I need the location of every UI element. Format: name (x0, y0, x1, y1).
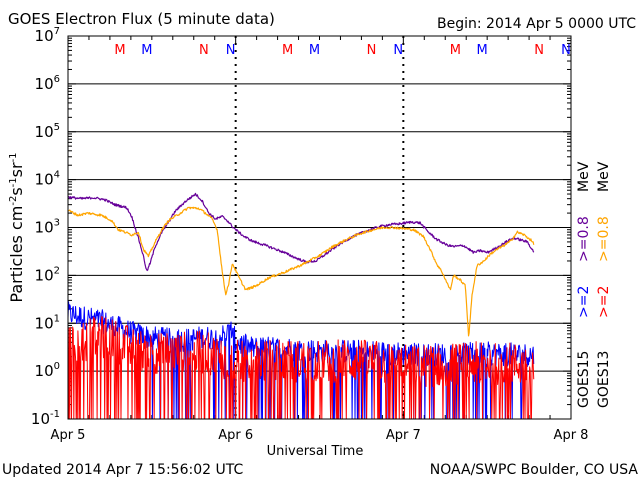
y-tick-label: 104 (35, 170, 60, 189)
y-tick-label: 10-1 (31, 409, 60, 428)
legend-goes13-e08: >=0.8 (596, 216, 612, 262)
marker-m: M (282, 43, 293, 58)
legend-goes13-e2: >=2 (596, 286, 612, 318)
legend-goes13: GOES13 (596, 351, 612, 408)
legend-unit-1-group: MeV (596, 161, 612, 192)
marker-n: N (561, 43, 571, 58)
marker-m: M (114, 43, 125, 58)
legend-goes15-group: GOES15 (576, 351, 592, 408)
plot-frame (67, 35, 572, 420)
marker-n: N (199, 43, 209, 58)
marker-m: M (141, 43, 152, 58)
legend-unit-2-group: MeV (576, 161, 592, 192)
series-g13_e08 (67, 206, 535, 337)
legend-goes13-group: GOES13 (596, 351, 612, 408)
legend-goes15-e2: >=2 (576, 286, 592, 318)
y-tick-label: 103 (35, 218, 60, 237)
grid-lines (67, 35, 572, 420)
x-tick-label: Apr 8 (554, 428, 589, 443)
y-axis-label: Particles cm-2s-1sr-1 (7, 152, 26, 302)
legend-goes13-e2-group: >=2 (596, 286, 612, 318)
x-tick-label: Apr 6 (218, 428, 253, 443)
x-tick-labels: Apr 5 Apr 6 Apr 7 Apr 8 (51, 428, 589, 443)
marker-n: N (534, 43, 544, 58)
legend-unit-1: MeV (596, 161, 612, 192)
marker-n: N (367, 43, 377, 58)
y-tick-label: 105 (35, 122, 60, 141)
y-tick-label: 102 (35, 265, 60, 284)
y-tick-label: 101 (35, 313, 60, 332)
marker-n: N (226, 43, 236, 58)
series-g15_e2 (67, 301, 535, 420)
y-tick-labels: 10-1 100 101 102 103 104 105 106 107 (31, 26, 60, 428)
legend-goes15-e08-group: >=0.8 (576, 216, 592, 262)
x-tick-label: Apr 7 (386, 428, 421, 443)
marker-m: M (309, 43, 320, 58)
legend-goes15-e2-group: >=2 (576, 286, 592, 318)
legend-goes15: GOES15 (576, 351, 592, 408)
legend-goes15-e08: >=0.8 (576, 216, 592, 262)
begin-label: Begin: 2014 Apr 5 0000 UTC (437, 16, 636, 32)
y-tick-label: 100 (35, 361, 60, 380)
marker-m: M (477, 43, 488, 58)
updated-label: Updated 2014 Apr 7 15:56:02 UTC (2, 462, 243, 478)
series-g15_e08 (67, 192, 535, 272)
marker-m: M (450, 43, 461, 58)
source-label: NOAA/SWPC Boulder, CO USA (430, 462, 639, 478)
series-g13_e2 (68, 315, 535, 420)
series-group (67, 192, 535, 420)
marker-n: N (393, 43, 403, 58)
y-tick-label: 106 (35, 74, 60, 93)
chart-title: GOES Electron Flux (5 minute data) (8, 10, 275, 28)
y-tick-label: 107 (35, 26, 60, 45)
legend-unit-2: MeV (576, 161, 592, 192)
x-axis-label: Universal Time (267, 444, 364, 459)
legend-goes13-e08-group: >=0.8 (596, 216, 612, 262)
x-tick-label: Apr 5 (51, 428, 86, 443)
